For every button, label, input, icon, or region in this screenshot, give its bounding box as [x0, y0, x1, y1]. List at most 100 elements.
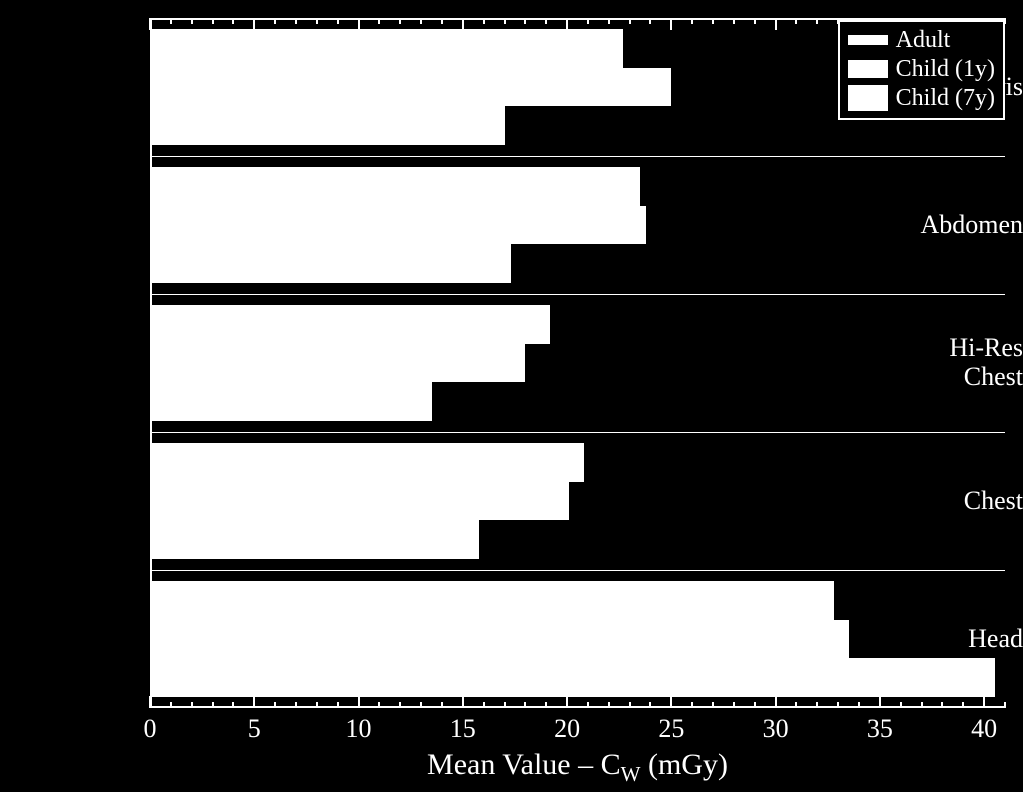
legend-swatch — [848, 60, 888, 78]
bar — [152, 344, 525, 383]
legend-label: Adult — [896, 26, 951, 55]
x-tick-minor-top — [399, 18, 401, 24]
x-axis-label: Mean Value – CW (mGy) — [150, 748, 1005, 787]
bar — [152, 658, 995, 697]
x-tick-minor — [232, 702, 234, 708]
x-tick-minor — [587, 702, 589, 708]
x-tick-minor — [295, 702, 297, 708]
x-tick-minor-top — [337, 18, 339, 24]
x-tick-minor-top — [712, 18, 714, 24]
x-tick-minor — [858, 702, 860, 708]
x-tick-major-top — [775, 18, 777, 30]
bar — [152, 482, 569, 521]
legend-label: Child (1y) — [896, 55, 995, 84]
x-tick-major — [775, 696, 777, 708]
x-tick-minor-top — [608, 18, 610, 24]
bar — [152, 106, 505, 145]
x-tick-minor-top — [629, 18, 631, 24]
x-tick-minor-top — [378, 18, 380, 24]
legend-swatch — [848, 35, 888, 45]
bar — [152, 382, 432, 421]
x-tick-minor-top — [295, 18, 297, 24]
x-tick-minor-top — [691, 18, 693, 24]
x-tick-minor — [337, 702, 339, 708]
x-tick-minor — [754, 702, 756, 708]
x-tick-label: 5 — [248, 714, 261, 744]
x-tick-label: 0 — [144, 714, 157, 744]
legend-item: Adult — [848, 26, 995, 55]
legend-item: Child (7y) — [848, 84, 995, 113]
dose-chart: 0510152025303540Mean Value – CW (mGy)Pel… — [0, 0, 1023, 792]
x-tick-minor — [524, 702, 526, 708]
x-tick-minor-top — [441, 18, 443, 24]
x-tick-minor — [483, 702, 485, 708]
x-tick-label: 30 — [763, 714, 789, 744]
x-tick-minor — [795, 702, 797, 708]
x-tick-minor — [733, 702, 735, 708]
x-tick-minor — [274, 702, 276, 708]
x-tick-minor-top — [816, 18, 818, 24]
x-tick-label: 40 — [971, 714, 997, 744]
x-tick-major — [879, 696, 881, 708]
x-tick-minor-top — [733, 18, 735, 24]
x-tick-label: 35 — [867, 714, 893, 744]
x-tick-major — [462, 696, 464, 708]
x-tick-minor — [170, 702, 172, 708]
x-tick-minor — [608, 702, 610, 708]
x-tick-minor — [691, 702, 693, 708]
group-divider — [150, 570, 1005, 571]
x-tick-minor-top — [587, 18, 589, 24]
x-tick-minor — [962, 702, 964, 708]
x-tick-minor-top — [483, 18, 485, 24]
x-tick-major-top — [670, 18, 672, 30]
x-tick-minor — [921, 702, 923, 708]
legend-item: Child (1y) — [848, 55, 995, 84]
x-tick-minor — [816, 702, 818, 708]
y-category-label: Head — [889, 625, 1023, 654]
x-tick-minor — [441, 702, 443, 708]
x-tick-major — [253, 696, 255, 708]
bar — [152, 244, 511, 283]
x-tick-major — [149, 696, 151, 708]
x-tick-minor-top — [545, 18, 547, 24]
bar — [152, 167, 640, 206]
x-tick-minor — [504, 702, 506, 708]
bar — [152, 620, 849, 659]
group-divider — [150, 156, 1005, 157]
group-divider — [150, 294, 1005, 295]
x-tick-minor — [545, 702, 547, 708]
x-tick-minor — [941, 702, 943, 708]
x-tick-major — [358, 696, 360, 708]
bar — [152, 520, 479, 559]
x-tick-minor — [629, 702, 631, 708]
axis-spine-bottom — [150, 706, 1005, 708]
x-tick-major — [983, 696, 985, 708]
x-tick-minor-top — [316, 18, 318, 24]
x-tick-label: 25 — [658, 714, 684, 744]
y-category-label: Hi-ResChest — [889, 334, 1023, 391]
bar — [152, 443, 584, 482]
x-tick-minor-top — [232, 18, 234, 24]
legend: AdultChild (1y)Child (7y) — [838, 20, 1005, 120]
x-tick-label: 15 — [450, 714, 476, 744]
x-tick-minor-top — [170, 18, 172, 24]
x-tick-minor — [399, 702, 401, 708]
x-tick-minor — [712, 702, 714, 708]
bar — [152, 68, 671, 107]
x-tick-minor — [900, 702, 902, 708]
x-tick-minor — [191, 702, 193, 708]
bar — [152, 29, 623, 68]
bar — [152, 305, 550, 344]
x-tick-minor-top — [274, 18, 276, 24]
x-tick-minor-top — [504, 18, 506, 24]
x-tick-major — [670, 696, 672, 708]
x-tick-minor — [649, 702, 651, 708]
x-tick-minor — [212, 702, 214, 708]
x-tick-label: 10 — [346, 714, 372, 744]
legend-swatch — [848, 85, 888, 111]
x-tick-minor-top — [795, 18, 797, 24]
x-tick-minor-top — [754, 18, 756, 24]
x-tick-major-top — [149, 18, 151, 30]
x-tick-minor — [1004, 702, 1006, 708]
x-tick-minor-top — [420, 18, 422, 24]
